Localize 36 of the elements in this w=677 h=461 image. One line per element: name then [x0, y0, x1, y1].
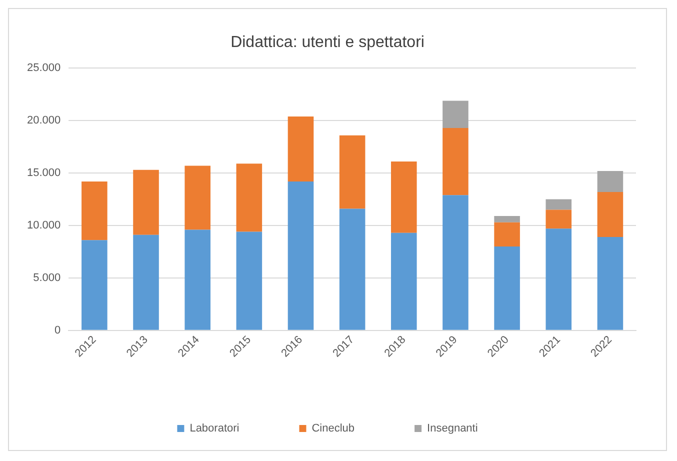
y-tick-label: 15.000 — [26, 167, 61, 180]
bar — [339, 208, 366, 330]
bar — [494, 222, 520, 246]
bar — [391, 232, 417, 330]
bar — [494, 246, 520, 330]
bar — [597, 170, 624, 192]
bar — [236, 232, 262, 330]
bar — [133, 170, 159, 235]
bar — [82, 240, 108, 330]
bar — [184, 230, 210, 330]
y-tick-label: 20.000 — [26, 114, 61, 127]
bar — [546, 199, 572, 210]
bar — [288, 181, 314, 330]
bar — [597, 237, 624, 330]
bar — [442, 100, 468, 128]
bar — [184, 166, 210, 230]
y-tick-label: 0 — [54, 324, 61, 336]
legend-label: Cineclub — [312, 422, 355, 435]
y-tick-label: 5.000 — [33, 272, 61, 284]
bar — [82, 181, 108, 240]
y-tick-label: 25.000 — [26, 62, 61, 74]
bar — [597, 192, 624, 238]
legend-label: Insegnanti — [427, 422, 478, 435]
bar — [288, 116, 314, 182]
bar — [442, 195, 468, 330]
y-tick-label: 10.000 — [26, 220, 61, 232]
legend-label: Laboratori — [190, 422, 240, 435]
bar — [546, 228, 572, 330]
bar — [236, 164, 262, 232]
bar — [442, 128, 468, 196]
bar — [494, 216, 520, 222]
chart-title: Didattica: utenti e spettatori — [230, 34, 424, 52]
bar — [339, 135, 366, 209]
bar — [391, 162, 417, 233]
bar — [133, 234, 159, 330]
bar — [546, 210, 572, 229]
